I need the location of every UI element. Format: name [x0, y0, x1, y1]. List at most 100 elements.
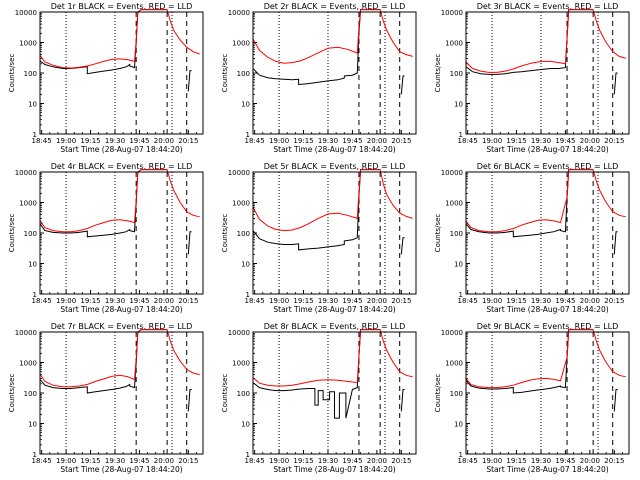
det-panel-5: Det 5r BLACK = Events, RED = LLD 1 10 100 10…	[221, 162, 417, 314]
x-tick-label: 19:15	[506, 137, 526, 145]
y-tick-label: 1	[33, 451, 37, 459]
y-tick-label: 10000	[441, 9, 463, 17]
y-tick-label: 10	[454, 261, 463, 269]
plot-frame	[39, 171, 204, 295]
x-tick-label: 20:00	[580, 297, 600, 305]
y-tick-label: 1000	[232, 200, 250, 208]
x-axis-label: Start Time (28-Aug-07 18:44:20)	[60, 305, 182, 314]
x-tick-label: 18:45	[458, 297, 478, 305]
x-tick-label: 20:00	[367, 297, 387, 305]
chart-title: Det 4r BLACK = Events, RED = LLD	[51, 162, 193, 171]
y-tick-label: 1000	[232, 40, 250, 48]
x-tick-label: 20:15	[178, 297, 198, 305]
x-tick-label: 19:15	[293, 297, 313, 305]
x-tick-label: 20:15	[391, 297, 411, 305]
y-tick-label: 1000	[19, 200, 37, 208]
x-tick-label: 20:15	[604, 297, 624, 305]
x-tick-label: 19:15	[506, 457, 526, 465]
x-tick-label: 20:15	[391, 137, 411, 145]
y-tick-label: 10	[241, 421, 250, 429]
x-tick-label: 20:15	[391, 457, 411, 465]
x-tick-label: 19:30	[318, 297, 338, 305]
y-tick-label: 1000	[445, 360, 463, 368]
x-tick-label: 19:30	[105, 297, 125, 305]
y-tick-label: 100	[450, 230, 463, 238]
x-tick-label: 19:15	[293, 457, 313, 465]
y-axis-label: Counts/sec	[8, 374, 16, 413]
y-axis-label: Counts/sec	[221, 54, 229, 93]
x-tick-label: 19:00	[56, 297, 76, 305]
x-tick-label: 20:00	[367, 137, 387, 145]
y-tick-label: 10000	[228, 329, 250, 337]
y-tick-label: 10000	[228, 169, 250, 177]
plot-frame	[252, 171, 417, 295]
x-tick-label: 19:15	[293, 137, 313, 145]
series-line-events	[40, 9, 192, 92]
y-tick-label: 1	[246, 131, 250, 139]
series-line-events	[253, 169, 405, 255]
x-tick-label: 19:15	[506, 297, 526, 305]
chart-title: Det 8r BLACK = Events, RED = LLD	[264, 322, 406, 331]
x-tick-label: 19:00	[269, 457, 289, 465]
y-tick-label: 100	[450, 70, 463, 78]
y-axis-label: Counts/sec	[434, 214, 442, 253]
y-tick-label: 100	[24, 230, 37, 238]
x-tick-label: 19:00	[56, 457, 76, 465]
chart-title: Det 3r BLACK = Events, RED = LLD	[477, 2, 619, 11]
x-axis-label: Start Time (28-Aug-07 18:44:20)	[486, 145, 608, 154]
x-axis-label: Start Time (28-Aug-07 18:44:20)	[273, 145, 395, 154]
x-tick-label: 19:45	[555, 297, 575, 305]
y-tick-label: 10	[28, 261, 37, 269]
x-tick-label: 20:15	[178, 137, 198, 145]
series-line-events	[253, 9, 405, 95]
x-tick-label: 19:45	[555, 137, 575, 145]
y-tick-label: 10	[241, 101, 250, 109]
y-tick-label: 1	[33, 131, 37, 139]
x-tick-label: 19:30	[105, 137, 125, 145]
x-axis-label: Start Time (28-Aug-07 18:44:20)	[486, 465, 608, 474]
series-line-events	[466, 329, 618, 412]
det-panel-4: Det 4r BLACK = Events, RED = LLD 1 10 100 10…	[8, 162, 204, 314]
x-tick-label: 20:00	[154, 137, 174, 145]
series-line-lld	[40, 169, 200, 233]
x-tick-label: 19:00	[269, 297, 289, 305]
chart-title: Det 2r BLACK = Events, RED = LLD	[264, 2, 406, 11]
det-panel-6: Det 6r BLACK = Events, RED = LLD 1 10 100 10…	[434, 162, 630, 314]
x-tick-label: 19:45	[342, 137, 362, 145]
y-axis-label: Counts/sec	[434, 374, 442, 413]
y-tick-label: 1	[246, 451, 250, 459]
x-tick-label: 20:00	[580, 137, 600, 145]
x-tick-label: 19:45	[129, 137, 149, 145]
y-tick-label: 10	[241, 261, 250, 269]
x-tick-label: 18:45	[458, 137, 478, 145]
x-tick-label: 18:45	[245, 297, 265, 305]
series-line-events	[466, 9, 618, 95]
x-tick-label: 20:00	[367, 457, 387, 465]
x-tick-label: 18:45	[32, 297, 52, 305]
y-tick-label: 10000	[15, 169, 37, 177]
y-tick-label: 100	[450, 390, 463, 398]
det-panel-3: Det 3r BLACK = Events, RED = LLD 1 10 100 10…	[434, 2, 630, 154]
series-line-lld	[466, 329, 626, 389]
x-tick-label: 19:30	[531, 297, 551, 305]
x-tick-label: 20:00	[580, 457, 600, 465]
det-panel-8: Det 8r BLACK = Events, RED = LLD 1 10 100 10…	[221, 322, 417, 474]
x-tick-label: 19:00	[482, 457, 502, 465]
series-line-lld	[253, 329, 413, 387]
y-tick-label: 1000	[19, 40, 37, 48]
series-line-events	[253, 329, 405, 419]
y-tick-label: 10	[28, 421, 37, 429]
x-tick-label: 18:45	[245, 137, 265, 145]
x-tick-label: 19:45	[342, 297, 362, 305]
y-tick-label: 1000	[232, 360, 250, 368]
x-tick-label: 18:45	[458, 457, 478, 465]
plot-frame	[39, 11, 204, 135]
x-tick-label: 19:15	[80, 297, 100, 305]
series-line-events	[466, 169, 618, 255]
x-axis-label: Start Time (28-Aug-07 18:44:20)	[60, 465, 182, 474]
x-tick-label: 18:45	[32, 457, 52, 465]
x-tick-label: 20:00	[154, 457, 174, 465]
y-tick-label: 10000	[15, 9, 37, 17]
y-tick-label: 1	[33, 291, 37, 299]
